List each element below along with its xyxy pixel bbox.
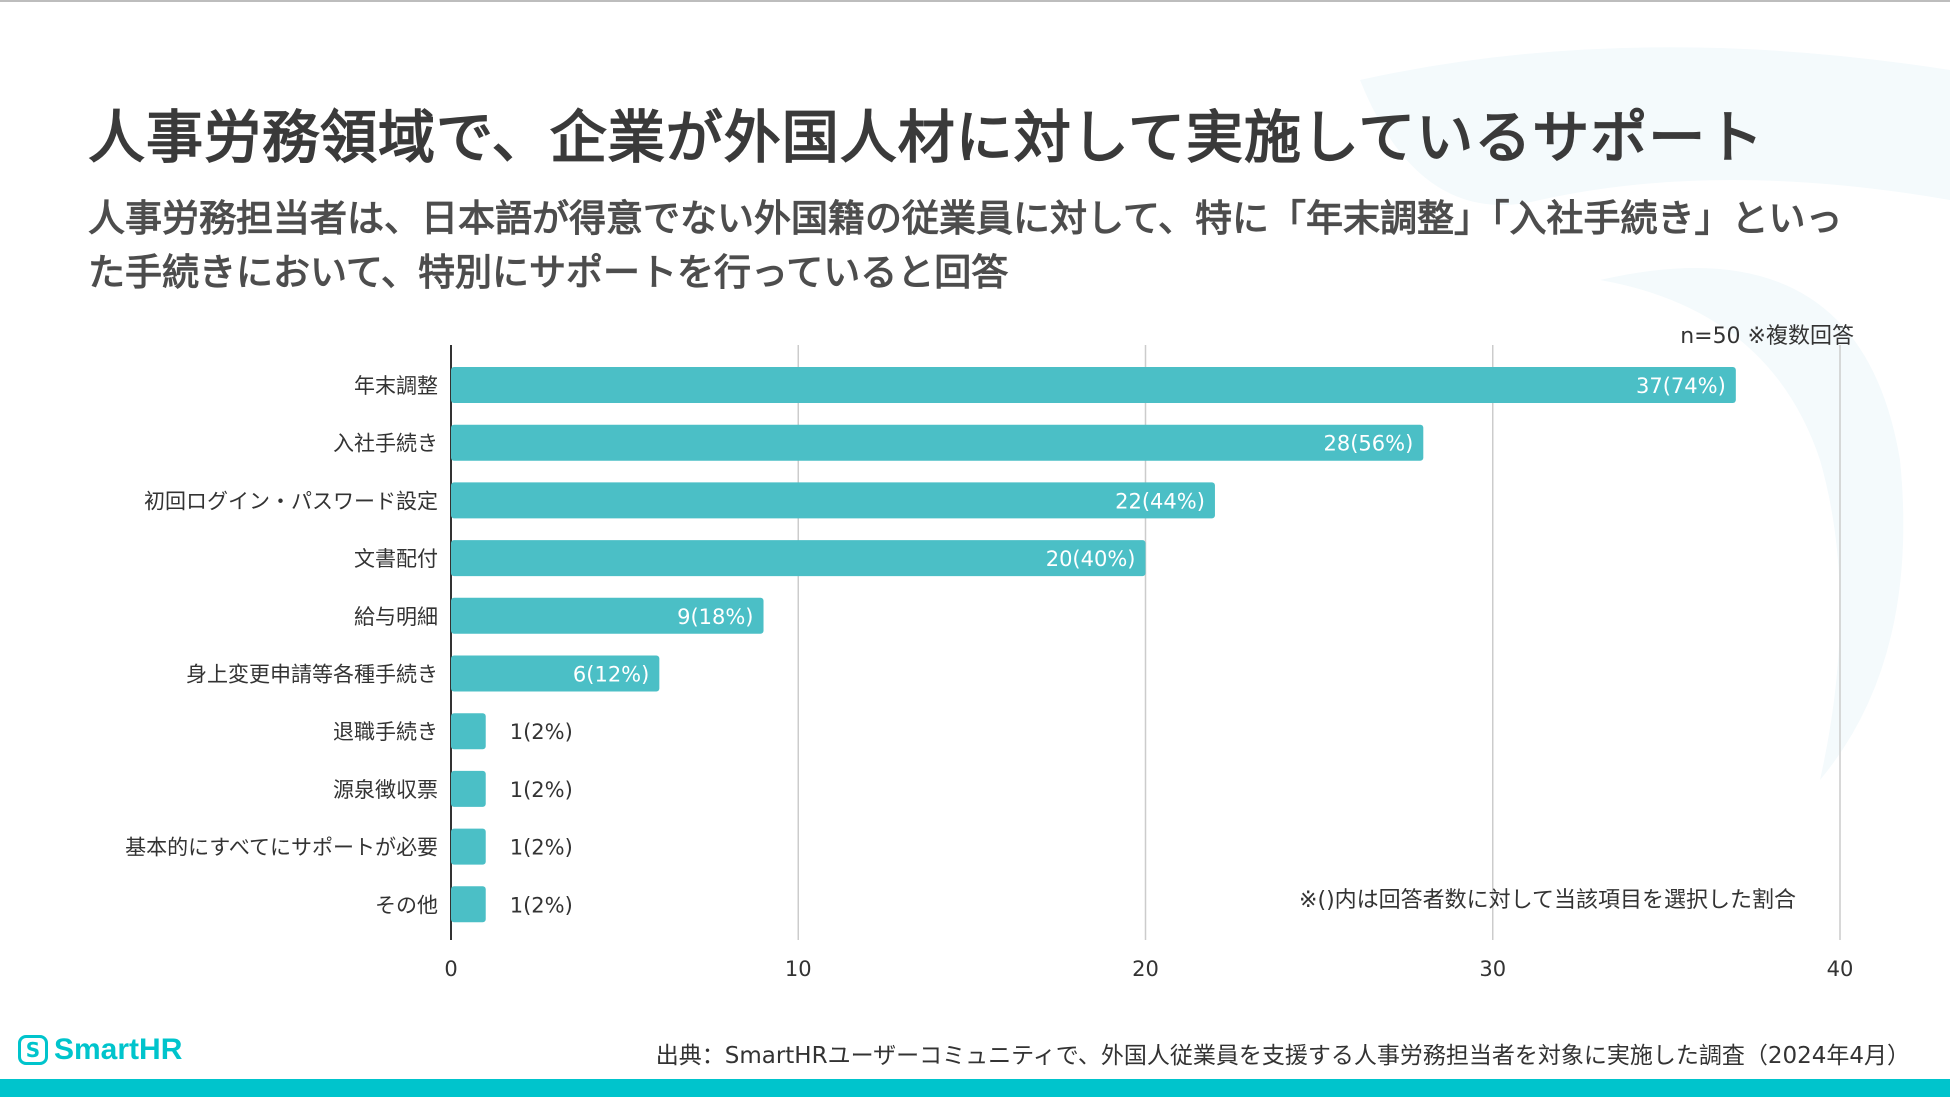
- category-label: 年末調整: [354, 374, 438, 398]
- bottom-accent-bar: [0, 1079, 1950, 1097]
- category-label: 給与明細: [354, 605, 438, 629]
- logo-text: SmartHR: [54, 1033, 183, 1066]
- category-label: 初回ログイン・パスワード設定: [144, 489, 438, 513]
- bar: [451, 886, 486, 923]
- category-label: 入社手続き: [333, 432, 438, 456]
- data-label: 37(74%): [1636, 374, 1726, 398]
- data-label: 1(2%): [510, 720, 573, 744]
- ratio-note: ※()内は回答者数に対して当該項目を選択した割合: [1299, 888, 1796, 913]
- bar: [451, 828, 486, 865]
- data-label: 9(18%): [677, 605, 753, 629]
- bar: [451, 713, 486, 750]
- bar: [451, 770, 486, 807]
- x-tick-label: 0: [444, 957, 457, 981]
- x-tick-label: 10: [785, 957, 812, 981]
- sample-size-note: n=50 ※複数回答: [1680, 324, 1854, 349]
- data-label: 1(2%): [510, 836, 573, 860]
- source-citation: 出典：SmartHRユーザーコミュニティで、外国人従業員を支援する人事労務担当者…: [655, 1043, 1910, 1069]
- bar: [451, 540, 1146, 577]
- category-label: 身上変更申請等各種手続き: [186, 663, 438, 687]
- data-label: 28(56%): [1324, 432, 1414, 456]
- bar: [451, 482, 1215, 519]
- logo-mark-icon: S: [18, 1035, 48, 1065]
- bar: [451, 367, 1736, 403]
- bar: [451, 424, 1424, 461]
- category-label: 退職手続き: [333, 720, 438, 744]
- bar: [451, 655, 660, 692]
- page-subtitle: 人事労務担当者は、日本語が得意でない外国籍の従業員に対して、特に「年末調整」「入…: [88, 197, 1843, 294]
- x-tick-label: 30: [1479, 957, 1506, 981]
- page-title: 人事労務領域で、企業が外国人材に対して実施しているサポート: [88, 105, 1765, 171]
- category-label: 文書配付: [354, 547, 438, 571]
- smarthr-logo: S SmartHR: [18, 1030, 182, 1070]
- bar: [451, 597, 764, 634]
- x-tick-label: 40: [1827, 957, 1854, 981]
- data-label: 20(40%): [1046, 547, 1136, 571]
- data-label: 1(2%): [510, 778, 573, 802]
- x-tick-label: 20: [1132, 957, 1159, 981]
- category-label: 基本的にすべてにサポートが必要: [125, 836, 438, 860]
- category-label: その他: [375, 893, 438, 917]
- data-label: 1(2%): [510, 893, 573, 917]
- data-label: 22(44%): [1115, 489, 1205, 513]
- category-label: 源泉徴収票: [333, 778, 438, 802]
- data-label: 6(12%): [573, 663, 649, 687]
- top-border-line: [0, 0, 1950, 2]
